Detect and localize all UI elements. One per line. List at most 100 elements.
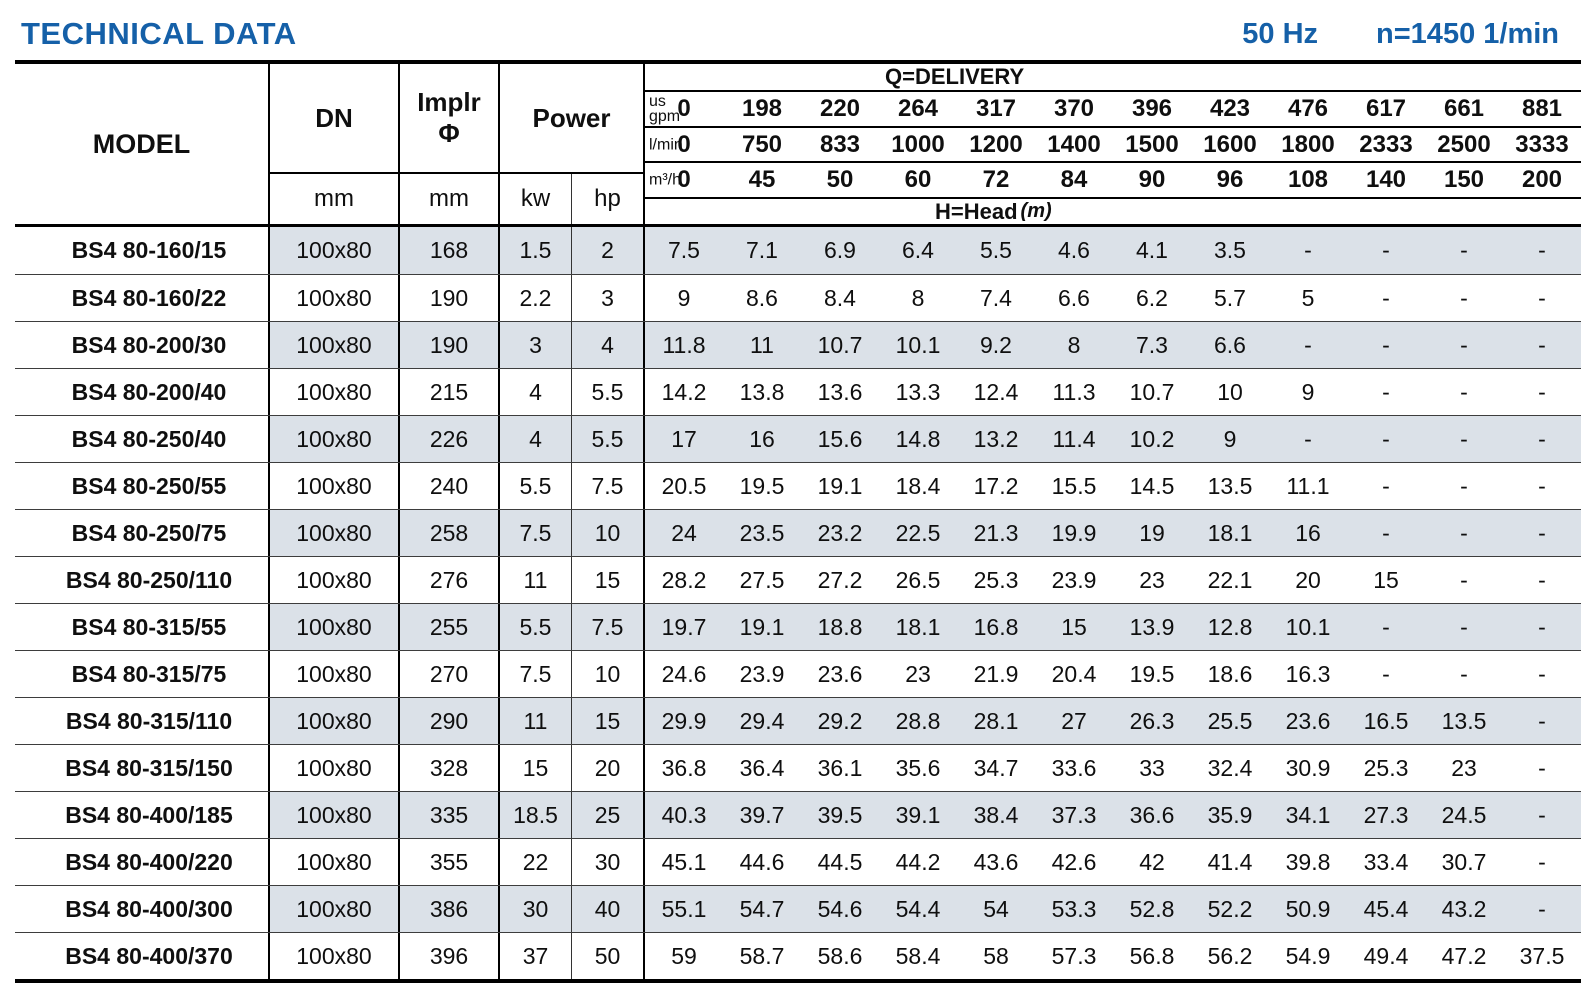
dn-cell: 100x80 [270, 698, 400, 744]
head-value-cell: - [1538, 848, 1546, 875]
impeller-cell: 190 [400, 275, 500, 321]
delivery-value-cell: 1000 [879, 128, 957, 162]
delivery-value-cell: 1200 [957, 128, 1035, 162]
head-value-cell: 44.2 [895, 848, 941, 875]
head-value-cell: 11.3 [1052, 378, 1096, 405]
delivery-value-cell: 84 [1035, 163, 1113, 197]
table-row: BS4 80-400/220 100x80 355 22 30 45.1 44.6 44.5 4… [15, 838, 1581, 885]
head-value-cell: - [1538, 566, 1546, 593]
head-value-cell: 23.2 [801, 510, 879, 556]
head-value-cell: 8 [1035, 322, 1113, 368]
dn-cell: 100x80 [270, 651, 400, 697]
hp-cell: 7.5 [572, 604, 645, 650]
dn-cell: 100x80 [270, 557, 400, 603]
head-value-cell: 4.6 [1035, 227, 1113, 274]
delivery-value-cell: 140 [1347, 163, 1425, 197]
head-value-cell: 8.6 [746, 284, 778, 311]
hp-cell: 25 [572, 792, 645, 838]
head-value-cell: 24.6 [661, 660, 707, 687]
impeller-cell: 240 [400, 463, 500, 509]
delivery-value-cell: 750 [723, 128, 801, 162]
head-value-cell: 13.5 [1425, 698, 1503, 744]
head-value-cell: 28.1 [957, 698, 1035, 744]
head-value-cell: 44.5 [817, 848, 863, 875]
model-cell: BS4 80-200/40 [15, 369, 270, 415]
kw-unit-label: kw [500, 174, 572, 224]
head-value-cell: 11.1 [1286, 472, 1330, 499]
flow-value: 84 [1060, 166, 1088, 194]
head-value-cell: 7.4 [980, 284, 1012, 311]
head-value-cell: 36.6 [1113, 792, 1191, 838]
head-value-cell: 6.2 [1136, 284, 1168, 311]
hp-cell: 4 [572, 322, 645, 368]
head-value-cell: 14.8 [879, 416, 957, 462]
head-value-cell: 29.9 [645, 698, 723, 744]
delivery-value-cell: 317 [957, 92, 1035, 126]
head-value-cell: - [1347, 322, 1425, 368]
head-value-cell: - [1382, 284, 1390, 311]
power-units-row: kw hp [500, 172, 643, 224]
delivery-value-cell: 2333 [1347, 128, 1425, 162]
hp-cell: 7.5 [572, 463, 645, 509]
head-value-cell: 52.2 [1191, 886, 1269, 932]
model-cell: BS4 80-315/55 [15, 604, 270, 650]
hp-cell: 5.5 [572, 416, 645, 462]
head-value-cell: 55.1 [645, 886, 723, 932]
head-value-cell: 5 [1301, 284, 1315, 311]
flow-value: 60 [904, 166, 932, 194]
head-value-cell: 19.1 [817, 472, 863, 499]
flow-value: 317 [975, 94, 1017, 122]
head-value-cell: 18.6 [1207, 660, 1253, 687]
dn-cell: 100x80 [270, 745, 400, 791]
kw-cell: 30 [500, 886, 572, 932]
kw-cell: 15 [500, 745, 572, 791]
head-value-cell: - [1347, 510, 1425, 556]
head-value-cell: 45.4 [1347, 886, 1425, 932]
head-value-cell: - [1503, 886, 1581, 932]
head-value-cell: 9 [1191, 416, 1269, 462]
head-value-cell: 3.5 [1191, 227, 1269, 274]
head-value-cell: 11 [723, 322, 801, 368]
flow-value: 1200 [969, 130, 1023, 158]
dn-cell: 100x80 [270, 416, 400, 462]
model-cell: BS4 80-315/75 [15, 651, 270, 697]
head-value-cell: 35.6 [895, 754, 941, 781]
head-value-cell: 23.6 [817, 660, 863, 687]
flow-row: m³/h 0 45 50 60 72 84 90 96 108 140 150 200 [645, 161, 1581, 197]
delivery-value-cell: l/min 0 [645, 128, 723, 162]
kw-cell: 7.5 [500, 510, 572, 556]
head-value-cell: 26.5 [895, 566, 941, 593]
head-value-cell: 24.5 [1425, 792, 1503, 838]
model-cell: BS4 80-250/55 [15, 463, 270, 509]
dn-unit: mm [270, 172, 398, 224]
head-value-cell: 43.6 [973, 848, 1019, 875]
flow-value: 1400 [1047, 130, 1101, 158]
delivery-value-cell: 617 [1347, 92, 1425, 126]
head-value-cell: - [1425, 604, 1503, 650]
head-value-cell: 19.9 [1035, 510, 1113, 556]
flow-value: 90 [1138, 166, 1166, 194]
head-value-cell: - [1538, 378, 1546, 405]
head-value-cell: 19.5 [739, 472, 785, 499]
dn-cell: 100x80 [270, 369, 400, 415]
head-value-cell: - [1503, 604, 1581, 650]
head-value-cell: 16.3 [1285, 660, 1331, 687]
head-value-cell: 23.9 [1051, 566, 1097, 593]
delivery-value-cell: 60 [879, 163, 957, 197]
frequency-label: 50 Hz [1242, 17, 1319, 50]
head-value-cell: 16 [1269, 510, 1347, 556]
head-value-cell: 7.5 [645, 227, 723, 274]
flow-value: 0 [677, 130, 691, 158]
head-value-cell: 25.3 [973, 566, 1019, 593]
head-value-cell: 54.7 [723, 886, 801, 932]
head-value-cell: 18.8 [801, 604, 879, 650]
head-value-cell: - [1425, 416, 1503, 462]
title-bar: TECHNICAL DATA 50 Hz n=1450 1/min [15, 8, 1581, 60]
head-value-cell: 12.8 [1191, 604, 1269, 650]
head-value-cell: 15 [1373, 566, 1399, 593]
head-value-cell: - [1538, 284, 1546, 311]
head-value-cell: 33.4 [1363, 848, 1409, 875]
hp-cell: 10 [572, 651, 645, 697]
head-value-cell: 6.4 [879, 227, 957, 274]
head-value-cell: - [1269, 322, 1347, 368]
